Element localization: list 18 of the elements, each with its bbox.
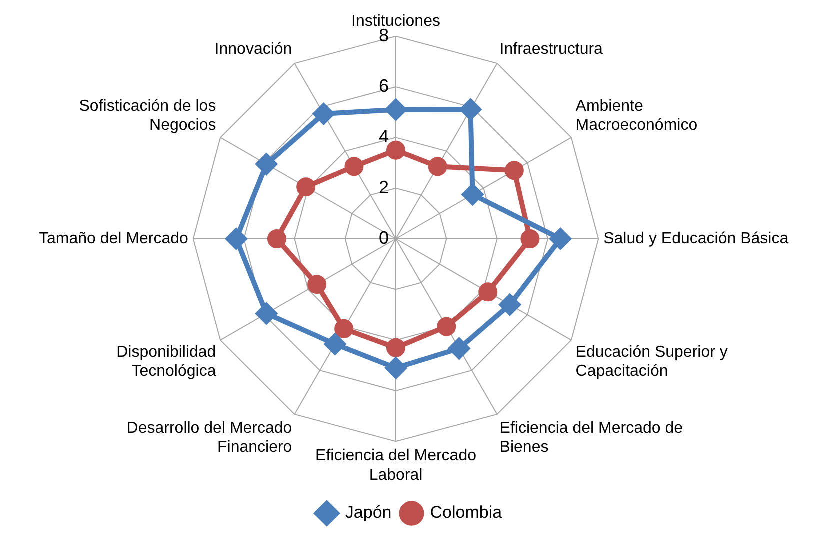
y-tick-label: 4 bbox=[378, 126, 389, 147]
y-tick-label: 2 bbox=[378, 177, 389, 198]
y-tick-label: 8 bbox=[378, 25, 389, 46]
spoke-label: Sofisticación de los Negocios bbox=[79, 98, 216, 134]
legend-label: Japón bbox=[345, 503, 392, 522]
y-tick-label: 6 bbox=[378, 76, 389, 96]
spoke-label: Desarrollo del Mercado Financiero bbox=[126, 420, 292, 456]
spoke-label: Tamaño del Mercado bbox=[38, 230, 188, 248]
legend-label: Colombia bbox=[430, 503, 503, 522]
spoke-label: Eficiencia del Mercado de Bienes bbox=[500, 420, 684, 456]
spoke-label: Disponibilidad Tecnológica bbox=[116, 344, 216, 380]
spoke-label: Eficiencia del Mercado Laboral bbox=[316, 448, 477, 484]
spoke-label: Salud y Educación Básica bbox=[604, 230, 789, 248]
spoke-label: Infraestructura bbox=[500, 41, 604, 58]
spoke-label: Innovación bbox=[214, 41, 292, 58]
y-tick-label: 0 bbox=[378, 228, 389, 248]
spoke-label: Ambiente Macroeconómico bbox=[576, 98, 698, 134]
spoke-label: Educación Superior y Capacitación bbox=[576, 344, 728, 380]
